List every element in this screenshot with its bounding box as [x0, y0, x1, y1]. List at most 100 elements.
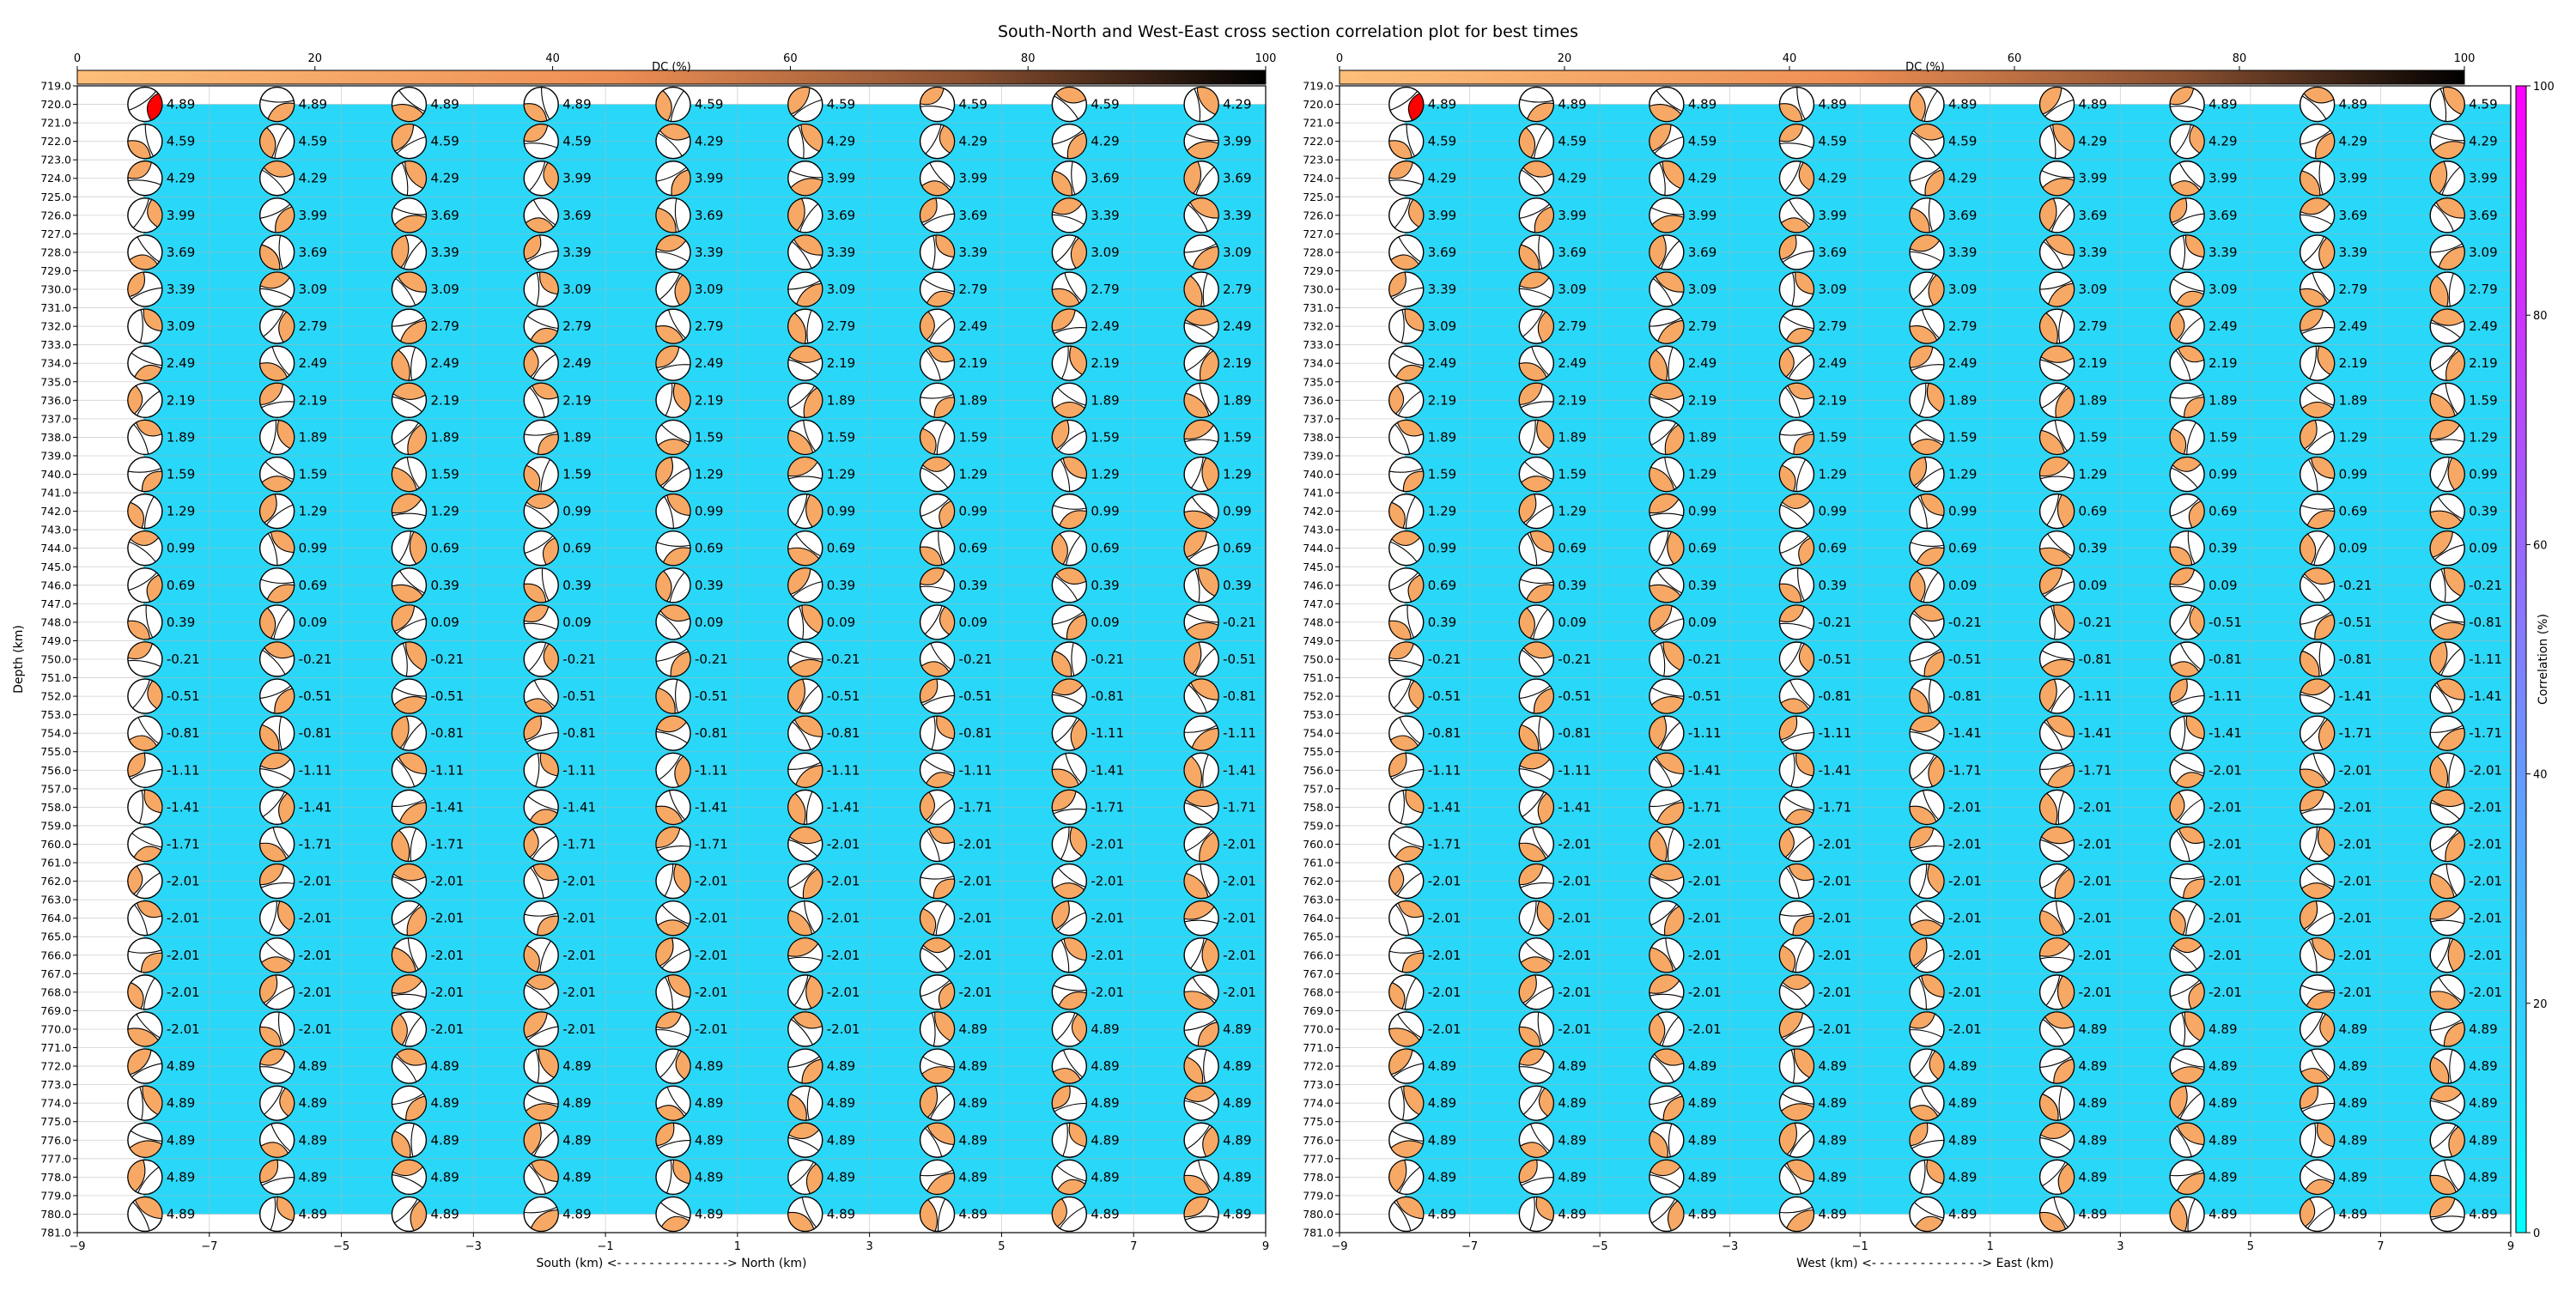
x-tick-label: −7: [201, 1240, 217, 1253]
time-shift-label: 4.89: [1818, 1095, 1846, 1111]
beachball: [919, 1159, 956, 1196]
beachball: [391, 715, 428, 751]
correlation-colorbar-bar: [2515, 85, 2527, 1233]
best-beachball: [1388, 86, 1425, 123]
time-shift-label: -0.51: [1948, 652, 1982, 667]
beachball: [1518, 86, 1555, 123]
beachball: [655, 604, 691, 640]
time-shift-label: 2.79: [562, 318, 591, 334]
beachball: [127, 678, 163, 714]
beachball: [1909, 86, 1945, 123]
time-shift-label: -2.01: [167, 874, 200, 889]
time-shift-label: 4.89: [1428, 1169, 1456, 1185]
beachball: [1778, 345, 1815, 381]
beachball: [1778, 789, 1815, 826]
time-shift-label: -0.21: [827, 652, 860, 667]
time-shift-label: -0.81: [430, 725, 464, 741]
time-shift-label: 4.89: [827, 1206, 855, 1221]
beachball: [2429, 161, 2465, 197]
beachball: [655, 826, 691, 863]
beachball: [1909, 900, 1945, 936]
time-shift-label: -2.01: [2469, 874, 2502, 889]
beachball: [1388, 456, 1425, 493]
beachball: [2038, 604, 2075, 640]
beachball: [1909, 752, 1945, 788]
y-tick-label: 739.0: [1303, 449, 1334, 462]
beachball: [1909, 419, 1945, 456]
beachball: [1051, 86, 1088, 123]
time-shift-label: -2.01: [695, 874, 728, 889]
beachball: [1051, 1085, 1088, 1121]
y-tick-label: 724.0: [1303, 172, 1334, 185]
beachball: [1518, 123, 1555, 160]
time-shift-label: -2.01: [2469, 762, 2502, 778]
dc-tick-label: 20: [1558, 52, 1572, 65]
time-shift-label: 3.09: [695, 282, 723, 297]
time-shift-label: 2.79: [959, 282, 987, 297]
beachball: [1649, 382, 1685, 419]
time-shift-label: 0.39: [1091, 578, 1119, 593]
y-tick-label: 724.0: [40, 172, 71, 185]
time-shift-label: 3.99: [1428, 208, 1456, 223]
time-shift-label: 2.79: [2339, 282, 2367, 297]
time-shift-label: -2.01: [430, 948, 464, 963]
time-shift-label: 4.89: [2339, 1132, 2367, 1148]
beachball: [258, 1011, 295, 1047]
beachball: [127, 456, 163, 493]
y-tick-label: 780.0: [40, 1208, 71, 1221]
beachball: [127, 604, 163, 640]
time-shift-label: 0.09: [1948, 578, 1977, 593]
beachball: [1051, 456, 1088, 493]
beachball: [2299, 308, 2336, 344]
beachball: [2429, 345, 2465, 381]
beachball: [1518, 789, 1555, 826]
time-shift-label: -0.21: [1818, 615, 1851, 630]
beachball: [1909, 493, 1945, 530]
beachball: [523, 123, 559, 160]
beachball: [258, 900, 295, 936]
beachball: [919, 493, 956, 530]
beachball: [391, 234, 428, 270]
dc-tick-label: 40: [545, 52, 560, 65]
beachball: [1909, 937, 1945, 973]
x-tick-label: 9: [2507, 1240, 2514, 1253]
beachball: [258, 826, 295, 863]
time-shift-label: -2.01: [1948, 836, 1982, 852]
beachball: [391, 419, 428, 456]
beachball: [127, 900, 163, 936]
time-shift-label: 4.89: [2079, 97, 2107, 112]
beachball: [1183, 530, 1219, 567]
beachball: [391, 641, 428, 677]
y-axis-label: Depth (km): [12, 625, 26, 694]
y-tick-label: 728.0: [40, 245, 71, 258]
time-shift-label: 3.69: [827, 208, 855, 223]
beachball: [2169, 863, 2205, 900]
time-shift-label: -1.71: [430, 836, 464, 852]
time-shift-label: -2.01: [827, 836, 860, 852]
time-shift-label: 4.89: [299, 1058, 327, 1074]
beachball: [1051, 271, 1088, 307]
beachball: [391, 308, 428, 344]
time-shift-label: -1.41: [1223, 762, 1256, 778]
time-shift-label: 2.79: [2079, 318, 2107, 334]
beachball: [1051, 641, 1088, 677]
time-shift-label: -2.01: [2339, 762, 2372, 778]
time-shift-label: 1.29: [299, 504, 327, 519]
y-tick-label: 760.0: [1303, 838, 1334, 851]
time-shift-label: 4.89: [1688, 97, 1716, 112]
beachball: [1388, 974, 1425, 1010]
time-shift-label: -2.01: [959, 985, 993, 1000]
beachball: [787, 123, 823, 160]
time-shift-label: 3.09: [299, 282, 327, 297]
beachball: [787, 567, 823, 603]
beachball: [1909, 567, 1945, 603]
time-shift-label: -1.41: [1428, 799, 1461, 815]
time-shift-label: 4.89: [2339, 1206, 2367, 1221]
time-shift-label: 4.89: [430, 1169, 459, 1185]
time-shift-label: 0.69: [167, 578, 195, 593]
beachball: [2038, 678, 2075, 714]
time-shift-label: -0.81: [695, 725, 728, 741]
time-shift-label: -2.01: [2079, 874, 2112, 889]
x-tick-label: −3: [1722, 1240, 1738, 1253]
beachball: [1388, 604, 1425, 640]
